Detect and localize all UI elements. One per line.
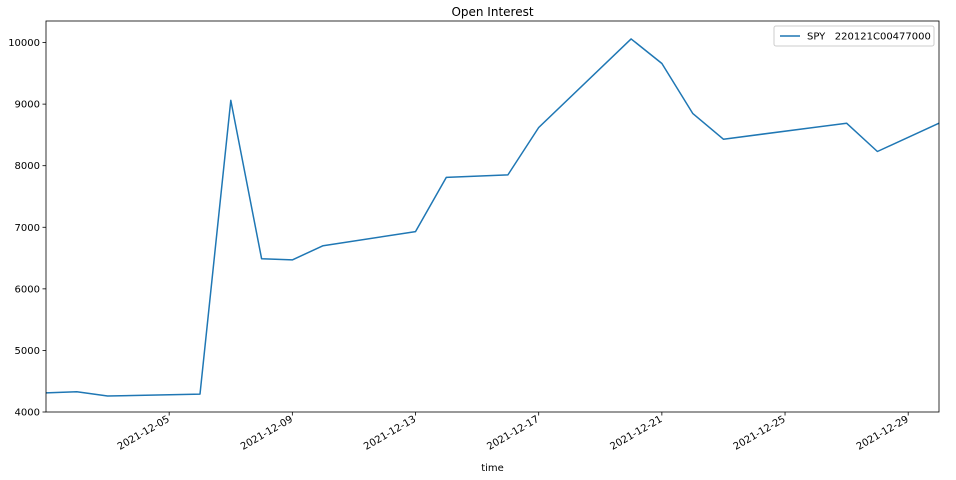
y-tick-label: 7000 xyxy=(15,223,40,234)
y-tick-label: 4000 xyxy=(15,408,40,419)
y-tick-label: 10000 xyxy=(8,38,40,49)
plot-area-frame xyxy=(45,20,940,413)
y-axis-ticks: 4000 5000 6000 7000 8000 9000 10000 xyxy=(8,38,46,419)
series-lines xyxy=(45,38,940,397)
y-tick-label: 6000 xyxy=(15,284,40,295)
y-tick-label: 5000 xyxy=(15,346,40,357)
legend-label: SPY 220121C00477000 xyxy=(807,32,931,43)
chart-title: Open Interest xyxy=(451,5,533,19)
legend: SPY 220121C00477000 xyxy=(773,25,935,47)
y-tick-label: 9000 xyxy=(15,100,40,111)
x-axis-title: time xyxy=(481,463,504,474)
series-line xyxy=(45,38,940,397)
y-tick-label: 8000 xyxy=(15,161,40,172)
legend-box xyxy=(773,25,935,47)
